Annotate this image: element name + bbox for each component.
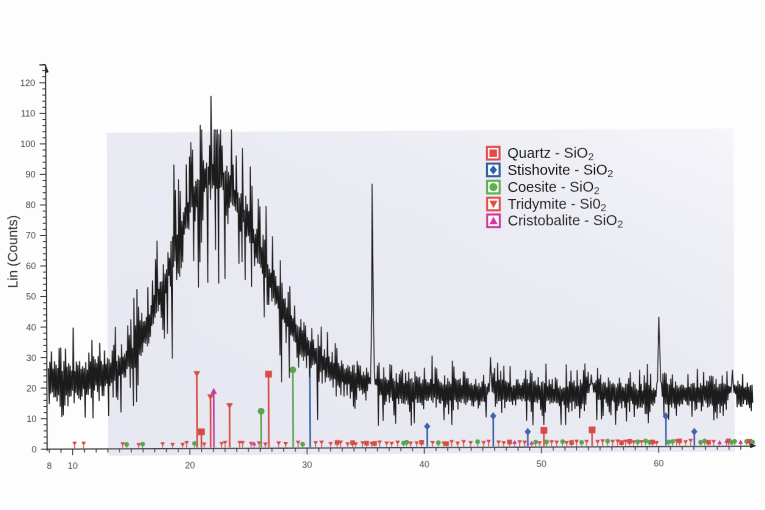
svg-text:60: 60	[26, 261, 36, 271]
svg-text:60: 60	[654, 458, 664, 468]
svg-text:20: 20	[185, 460, 195, 470]
svg-text:Coesite - SiO2: Coesite - SiO2	[508, 180, 600, 198]
svg-text:50: 50	[26, 292, 36, 302]
svg-text:10: 10	[68, 461, 78, 471]
svg-text:40: 40	[419, 459, 429, 469]
svg-text:100: 100	[20, 139, 35, 149]
svg-text:Tridymite - Si02: Tridymite - Si02	[508, 197, 607, 215]
svg-text:80: 80	[26, 200, 36, 210]
svg-text:20: 20	[26, 383, 36, 393]
svg-text:90: 90	[25, 170, 35, 180]
svg-text:0: 0	[32, 444, 37, 454]
svg-text:50: 50	[537, 459, 547, 469]
svg-text:40: 40	[26, 322, 36, 332]
svg-text:8: 8	[47, 461, 52, 471]
svg-text:30: 30	[302, 460, 312, 470]
svg-text:Stishovite - SiO2: Stishovite - SiO2	[507, 162, 613, 180]
svg-text:Quartz - SiO2: Quartz - SiO2	[507, 146, 594, 164]
svg-text:110: 110	[21, 109, 35, 119]
svg-text:10: 10	[27, 414, 37, 424]
svg-text:30: 30	[26, 353, 36, 363]
svg-text:Cristobalite - SiO2: Cristobalite - SiO2	[508, 213, 624, 231]
svg-text:Lin (Counts): Lin (Counts)	[5, 215, 20, 288]
svg-text:70: 70	[26, 231, 36, 241]
svg-text:120: 120	[20, 78, 35, 88]
